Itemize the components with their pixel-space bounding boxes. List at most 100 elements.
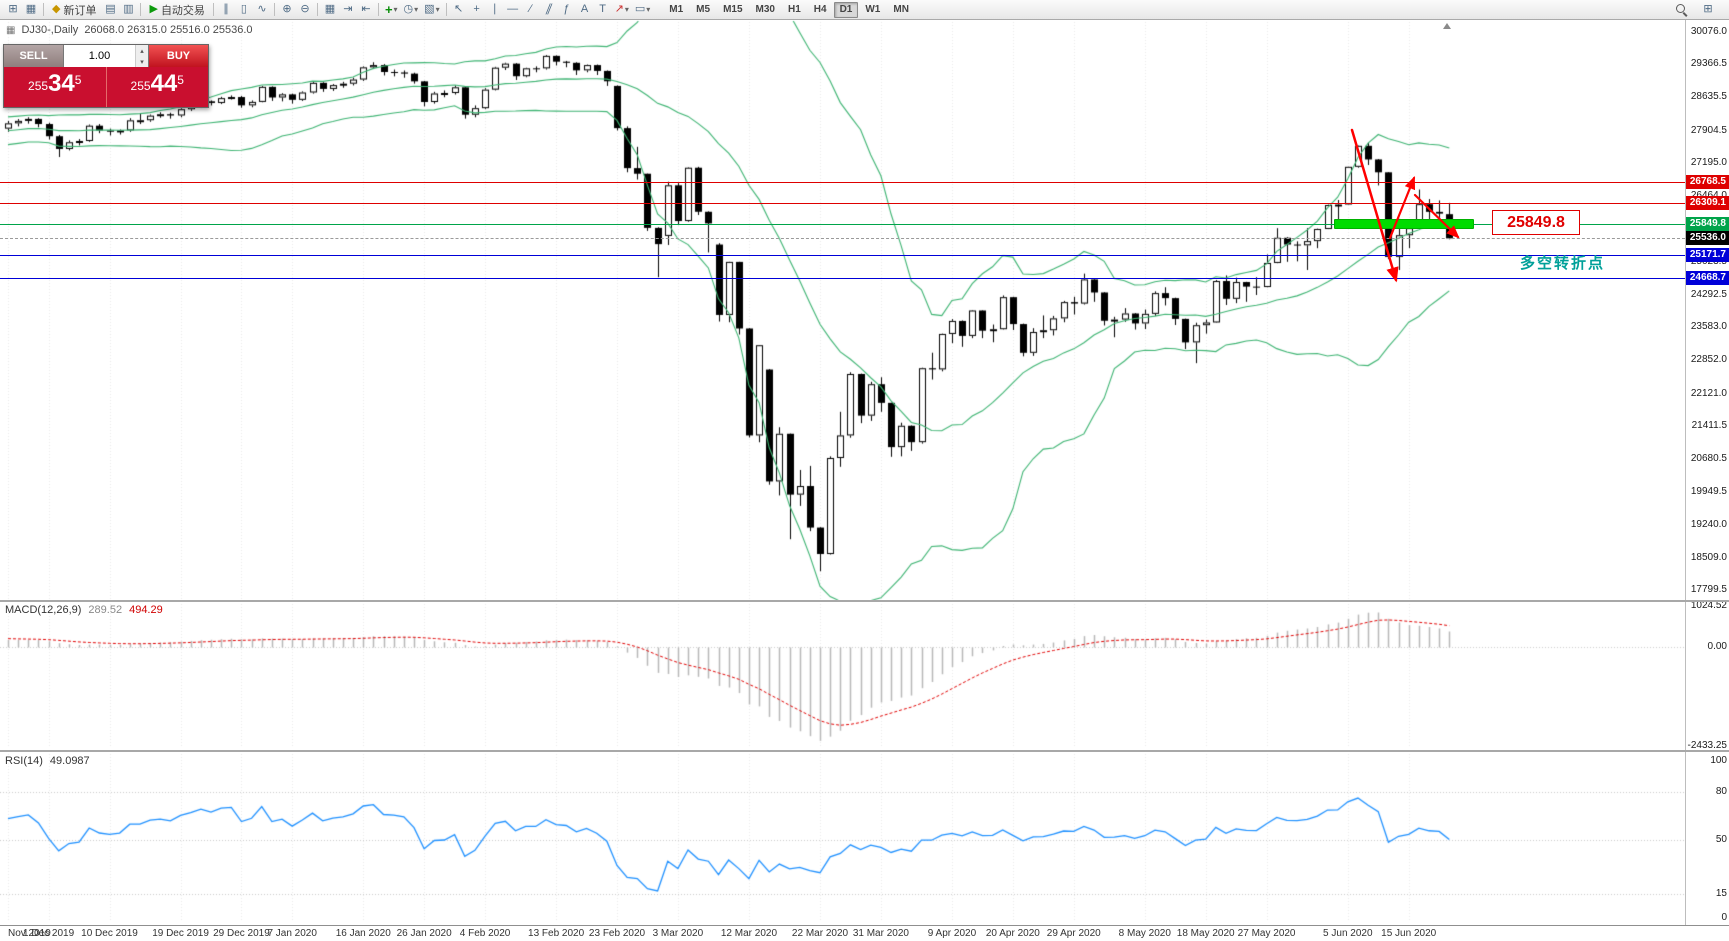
annotation-text[interactable]: 多空转折点 <box>1520 255 1606 272</box>
chart-shift-icon: ⇤ <box>361 3 371 15</box>
timeframe-w1-button[interactable]: W1 <box>865 4 881 15</box>
cursor-tool-button[interactable]: ↖ <box>450 1 468 18</box>
periods-button[interactable]: ◷ ▾ <box>401 1 422 18</box>
sell-button[interactable]: SELL <box>4 45 64 67</box>
terminal-button[interactable]: ▥ <box>119 1 137 18</box>
date-axis-label: 7 Jan 2020 <box>267 928 317 939</box>
timeframe-d1-button[interactable]: D1 <box>833 1 859 18</box>
up-arrow[interactable] <box>1388 175 1416 240</box>
bar-chart-icon: ∥ <box>223 3 229 15</box>
date-axis-label: 12 Mar 2020 <box>720 928 778 939</box>
new-window-button[interactable]: ⊞ <box>1699 1 1717 18</box>
macd-panel-splitter[interactable] <box>0 600 1729 602</box>
timeframe-m1-button[interactable]: M1 <box>669 4 684 15</box>
horizontal-level-line[interactable] <box>0 203 1685 205</box>
terminal-icon: ▥ <box>123 3 134 15</box>
search-button[interactable] <box>1672 1 1691 18</box>
price-level-badge: 26768.5 <box>1686 175 1729 190</box>
play-icon: ▶ <box>149 3 158 15</box>
line-chart-type-button[interactable]: ∿ <box>253 1 271 18</box>
text-tool-button[interactable]: A <box>576 1 594 18</box>
price-axis-label: 21411.5 <box>1691 419 1727 431</box>
rsi-axis-label: 50 <box>1715 833 1727 845</box>
horizontal-level-line[interactable] <box>0 182 1685 184</box>
volume-input[interactable] <box>64 50 135 62</box>
fibonacci-tool-button[interactable]: ƒ <box>558 1 576 18</box>
auto-scroll-button[interactable]: ⇥ <box>339 1 357 18</box>
date-axis-separator <box>0 925 1729 926</box>
crosshair-tool-button[interactable]: + <box>468 1 486 18</box>
rsi-panel-splitter[interactable] <box>0 750 1729 752</box>
zoom-in-button[interactable]: ⊕ <box>278 1 296 18</box>
cursor-icon: ↖ <box>453 3 464 15</box>
sell-price[interactable]: 255 34 5 <box>4 67 107 107</box>
vertical-line-icon: ∣ <box>491 3 498 15</box>
toolbar-separator <box>43 3 44 16</box>
templates-button[interactable]: ▧ ▾ <box>421 1 442 18</box>
horizontal-level-line[interactable] <box>0 277 1685 279</box>
trend-arrows[interactable] <box>1330 115 1480 295</box>
zoom-out-button[interactable]: ⊖ <box>296 1 314 18</box>
buy-price-big: 44 <box>150 70 178 97</box>
chart-shift-marker[interactable] <box>1443 23 1451 29</box>
candlestick-type-button[interactable]: ▯ <box>235 1 253 18</box>
chevron-down-icon: ▾ <box>414 5 419 14</box>
volume-decrease-button[interactable]: ▾ <box>136 56 148 67</box>
price-level-badge: 25171.7 <box>1686 247 1729 262</box>
timeframe-mn-button[interactable]: MN <box>893 4 909 15</box>
horizontal-line-tool-button[interactable]: ― <box>504 1 522 18</box>
crosshair-icon: + <box>473 3 480 15</box>
date-axis-label: 19 Dec 2019 <box>152 928 209 939</box>
timeframe-m5-button[interactable]: M5 <box>696 4 711 15</box>
profiles-button[interactable]: ▦ <box>22 1 40 18</box>
zoom-out-icon: ⊖ <box>300 3 310 15</box>
timeframe-h4-button[interactable]: H4 <box>813 4 827 15</box>
down-arrow-1[interactable] <box>1350 128 1399 283</box>
auto-trading-label: 自动交易 <box>160 4 205 17</box>
label-tool-button[interactable]: T <box>594 1 612 18</box>
new-order-button[interactable]: ◆ 新订单 <box>47 1 101 18</box>
arrows-tool-button[interactable]: ↗ ▾ <box>612 1 632 18</box>
bar-chart-type-button[interactable]: ∥ <box>217 1 235 18</box>
channel-tool-button[interactable]: ∥ <box>540 1 558 18</box>
sell-price-big: 34 <box>48 70 75 97</box>
volume-increase-button[interactable]: ▴ <box>136 45 148 56</box>
new-order-label: 新订单 <box>63 4 97 17</box>
horizontal-level-line[interactable] <box>0 224 1685 226</box>
buy-price-prefix: 255 <box>130 79 151 93</box>
chart-ohlc-values: 26068.0 26315.0 25516.0 25536.0 <box>84 24 253 36</box>
timeframe-m15-button[interactable]: M15 <box>723 4 743 15</box>
vertical-line-tool-button[interactable]: ∣ <box>486 1 504 18</box>
tile-windows-button[interactable]: ▦ <box>321 1 339 18</box>
timeframe-h1-button[interactable]: H1 <box>787 4 801 15</box>
down-arrow-2[interactable] <box>1413 193 1460 239</box>
new-chart-button[interactable]: ⊞ <box>4 1 22 18</box>
macd-label-text: MACD(12,26,9) <box>5 604 82 616</box>
price-callout-label[interactable]: 25849.8 <box>1492 210 1580 235</box>
trendline-tool-button[interactable]: ∕ <box>522 1 540 18</box>
toolbar-right-group: ⊞ <box>1672 1 1717 18</box>
chart-shift-button[interactable]: ⇤ <box>357 1 375 18</box>
chevron-down-icon: ▾ <box>624 5 629 14</box>
arrow-icon: ↗ <box>614 3 624 15</box>
indicators-button[interactable]: + ▾ <box>382 1 401 18</box>
price-level-badge: 26309.1 <box>1686 196 1729 211</box>
auto-trading-button[interactable]: ▶ 自动交易 <box>144 1 209 18</box>
price-axis-label: 19240.0 <box>1690 518 1727 530</box>
timeframe-m30-button[interactable]: M30 <box>755 4 775 15</box>
buy-price[interactable]: 255 44 5 <box>106 67 208 107</box>
price-axis-label: 22121.0 <box>1690 387 1727 399</box>
support-highlight-bar[interactable] <box>1333 219 1474 230</box>
horizontal-level-line[interactable] <box>0 254 1685 256</box>
profiles-icon: ▦ <box>25 3 37 15</box>
market-watch-button[interactable]: ▤ <box>101 1 119 18</box>
shapes-tool-button[interactable]: ▭ ▾ <box>632 1 653 18</box>
fibonacci-icon: ƒ <box>563 3 570 15</box>
price-level-badge: 25849.8 <box>1686 217 1729 232</box>
buy-button[interactable]: BUY <box>148 45 208 67</box>
date-axis-label: Nov 2019 <box>8 928 51 939</box>
rsi-axis-label: 100 <box>1710 755 1727 766</box>
price-axis-label: 26464.0 <box>1686 190 1727 202</box>
candlestick-icon: ▯ <box>240 3 247 15</box>
